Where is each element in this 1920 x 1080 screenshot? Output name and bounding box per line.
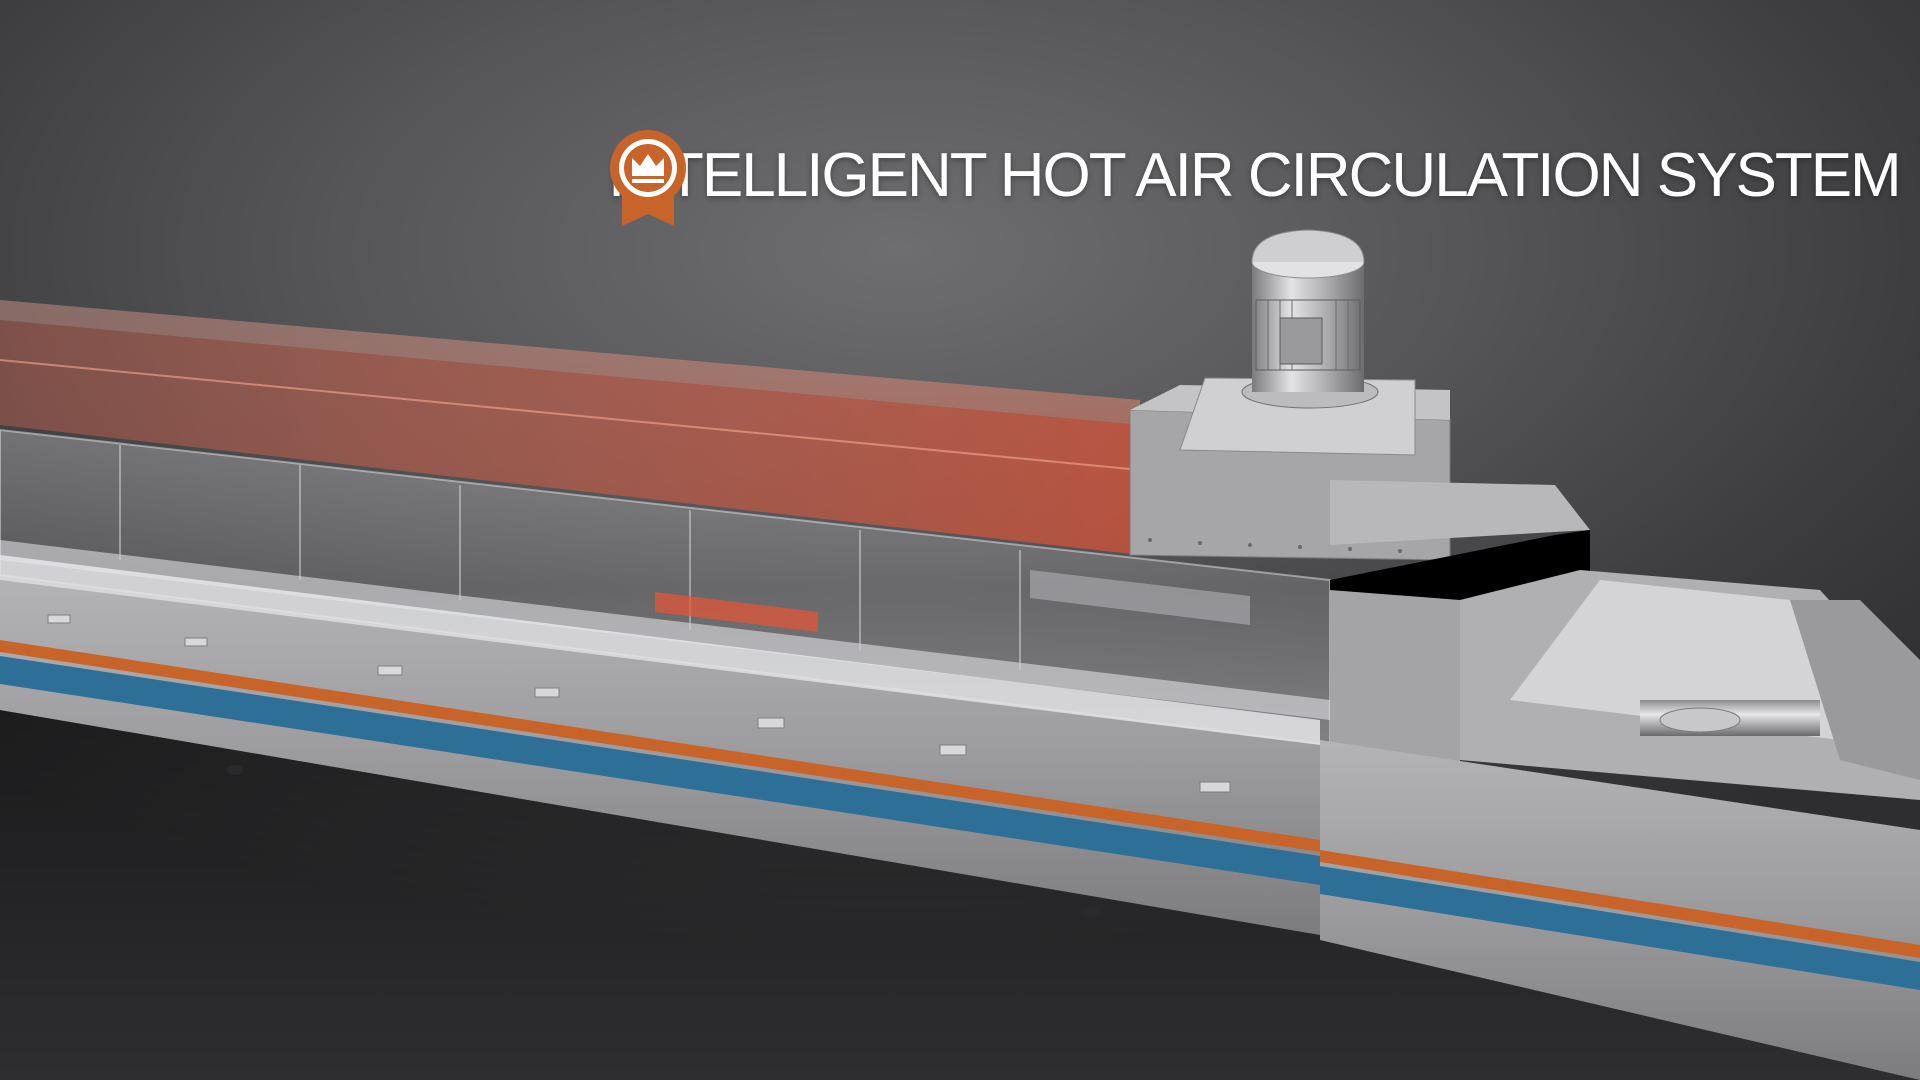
- heat-duct-side: [0, 320, 1140, 555]
- body-vents: [47, 614, 1231, 793]
- oven-lower-body: [0, 575, 1320, 935]
- title-bar: INTELLIGENT HOT AIR CIRCULATION SYSTEM: [608, 128, 1902, 228]
- orange-stripe: [0, 640, 1320, 852]
- product-tray-2: [1030, 570, 1250, 625]
- inner-conveyor: [0, 540, 1330, 720]
- conveyor-guard: [1790, 600, 1920, 780]
- machine-feet: [227, 765, 1099, 917]
- entry-section-top: [1330, 480, 1590, 545]
- blue-stripe: [0, 656, 1320, 885]
- motor-junction-box: [1279, 317, 1323, 365]
- entry-orange-stripe: [1320, 850, 1920, 958]
- crown-badge-icon: [610, 130, 686, 226]
- entry-blue-stripe: [1320, 866, 1920, 990]
- heat-duct-top: [0, 300, 1140, 425]
- floor-shadow: [0, 700, 1920, 1080]
- housing-bolts: [1148, 538, 1402, 553]
- page-title: INTELLIGENT HOT AIR CIRCULATION SYSTEM: [608, 140, 1902, 210]
- product-tray: [655, 592, 818, 632]
